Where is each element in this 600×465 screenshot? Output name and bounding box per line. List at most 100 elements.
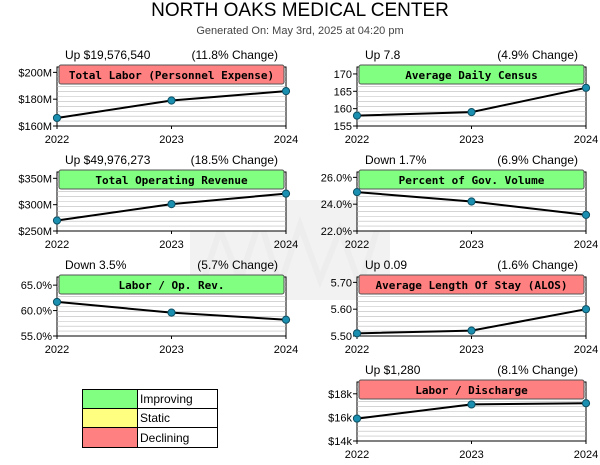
chart-panel-6: Up 0.09 (1.6% Change) Average Length Of St…: [331, 258, 599, 356]
chart-panel-2: Up 7.8 (4.9% Change) Average Daily Census 1…: [334, 48, 599, 146]
y-tick-label: 5.50: [331, 331, 352, 343]
data-point: [352, 414, 362, 423]
y-tick-label: 155: [334, 121, 352, 133]
y-tick-label: 55.0%: [21, 331, 52, 343]
x-tick-label: 2024: [274, 344, 298, 356]
x-tick-label: 2023: [159, 134, 183, 146]
chart-title: Average Daily Census: [405, 69, 537, 82]
data-point: [581, 305, 591, 314]
data-point: [281, 189, 291, 198]
summary-right: (11.8% Change): [192, 48, 279, 62]
y-tick-label: $300M: [18, 200, 52, 212]
data-point: [52, 297, 62, 307]
chart-panel-4: Down 1.7% (6.9% Change) Percent of Gov. Vo…: [321, 153, 598, 251]
summary-right: (8.1% Change): [497, 363, 578, 377]
summary-right: (4.9% Change): [497, 48, 578, 62]
y-tick-label: $16k: [328, 412, 352, 424]
y-tick-label: 160: [334, 104, 352, 116]
y-tick-label: 22.0%: [321, 226, 352, 238]
data-point: [352, 188, 362, 197]
data-point: [281, 87, 291, 96]
x-tick-label: 2024: [574, 134, 598, 146]
chart-title-banner: [58, 64, 285, 85]
data-point: [167, 200, 176, 209]
x-tick-label: 2022: [345, 344, 369, 356]
x-tick-label: 2024: [574, 344, 598, 356]
x-tick-label: 2023: [459, 449, 483, 461]
summary-left: Down 3.5%: [65, 258, 127, 272]
chart-panel-1: Up $19,576,540 (11.8% Change) Total Labor …: [18, 48, 298, 146]
page-title: NORTH OAKS MEDICAL CENTER: [151, 0, 449, 21]
data-point: [467, 400, 476, 409]
y-tick-label: 60.0%: [21, 306, 52, 318]
summary-right: (18.5% Change): [191, 153, 278, 167]
y-tick-label: 24.0%: [321, 199, 352, 211]
chart-title-banner: [358, 169, 585, 190]
summary-left: Up 0.09: [365, 258, 407, 272]
y-tick-label: $180M: [18, 94, 52, 106]
generated-timestamp: Generated On: May 3rd, 2025 at 04:20 pm: [196, 25, 404, 37]
legend-swatch-static: [83, 409, 138, 427]
legend-label-improving: Improving: [140, 392, 193, 406]
chart-title-banner: [358, 379, 585, 400]
x-tick-label: 2024: [274, 134, 298, 146]
summary-left: Up 7.8: [365, 48, 401, 62]
y-tick-label: $18k: [328, 389, 352, 401]
y-tick-label: $200M: [18, 67, 52, 79]
y-tick-label: 65.0%: [21, 280, 52, 292]
chart-title: Total Operating Revenue: [95, 174, 248, 187]
x-tick-label: 2023: [159, 239, 183, 251]
x-tick-label: 2024: [574, 449, 598, 461]
chart-title: Average Length Of Stay (ALOS): [375, 279, 567, 292]
x-tick-label: 2022: [345, 134, 369, 146]
data-point: [581, 210, 591, 220]
x-tick-label: 2024: [574, 239, 598, 251]
chart-panel-7: Up $1,280 (8.1% Change) Labor / Discharge $…: [328, 363, 598, 461]
chart-title-banner: [358, 274, 585, 295]
y-tick-label: 5.70: [331, 277, 352, 289]
chart-title: Percent of Gov. Volume: [399, 174, 545, 187]
legend-label-static: Static: [140, 411, 171, 425]
chart-title-banner: [58, 169, 285, 190]
y-tick-label: 170: [334, 69, 352, 81]
x-tick-label: 2023: [459, 344, 483, 356]
x-tick-label: 2022: [45, 134, 69, 146]
chart-panel-5: Down 3.5% (5.7% Change) Labor / Op. Rev. 55…: [21, 258, 298, 356]
x-tick-label: 2023: [159, 344, 183, 356]
y-tick-label: $160M: [18, 121, 52, 133]
data-point: [581, 399, 591, 408]
legend-label-declining: Declining: [140, 430, 190, 445]
data-point: [467, 108, 476, 117]
data-point: [467, 197, 476, 206]
summary-right: (5.7% Change): [197, 258, 278, 272]
data-point: [281, 315, 291, 324]
x-tick-label: 2022: [45, 344, 69, 356]
data-point: [352, 329, 362, 338]
x-tick-label: 2023: [459, 239, 483, 251]
legend-swatch-declining: [83, 428, 138, 447]
summary-right: (1.6% Change): [497, 258, 578, 272]
data-point: [167, 96, 176, 105]
y-tick-label: 165: [334, 86, 352, 98]
chart-title: Labor / Discharge: [415, 384, 528, 397]
chart-title: Total Labor (Personnel Expense): [69, 69, 274, 82]
summary-left: Up $49,976,273: [65, 153, 151, 167]
y-tick-label: $14k: [328, 436, 352, 448]
chart-title: Labor / Op. Rev.: [119, 279, 225, 292]
summary-left: Up $19,576,540: [65, 48, 151, 62]
y-tick-label: 26.0%: [321, 172, 352, 184]
y-tick-label: $350M: [18, 173, 52, 185]
data-point: [167, 308, 176, 317]
summary-left: Up $1,280: [365, 363, 421, 377]
legend: Improving Static Declining: [82, 389, 218, 448]
legend-swatch-improving: [83, 390, 138, 408]
chart-title-banner: [58, 274, 285, 295]
chart-panel-3: Up $49,976,273 (18.5% Change) Total Operat…: [18, 153, 298, 251]
summary-left: Down 1.7%: [365, 153, 427, 167]
x-tick-label: 2022: [45, 239, 69, 251]
legend-item-improving: Improving: [83, 390, 217, 409]
legend-item-declining: Declining: [83, 428, 217, 447]
y-tick-label: $250M: [18, 226, 52, 238]
data-point: [467, 326, 476, 335]
